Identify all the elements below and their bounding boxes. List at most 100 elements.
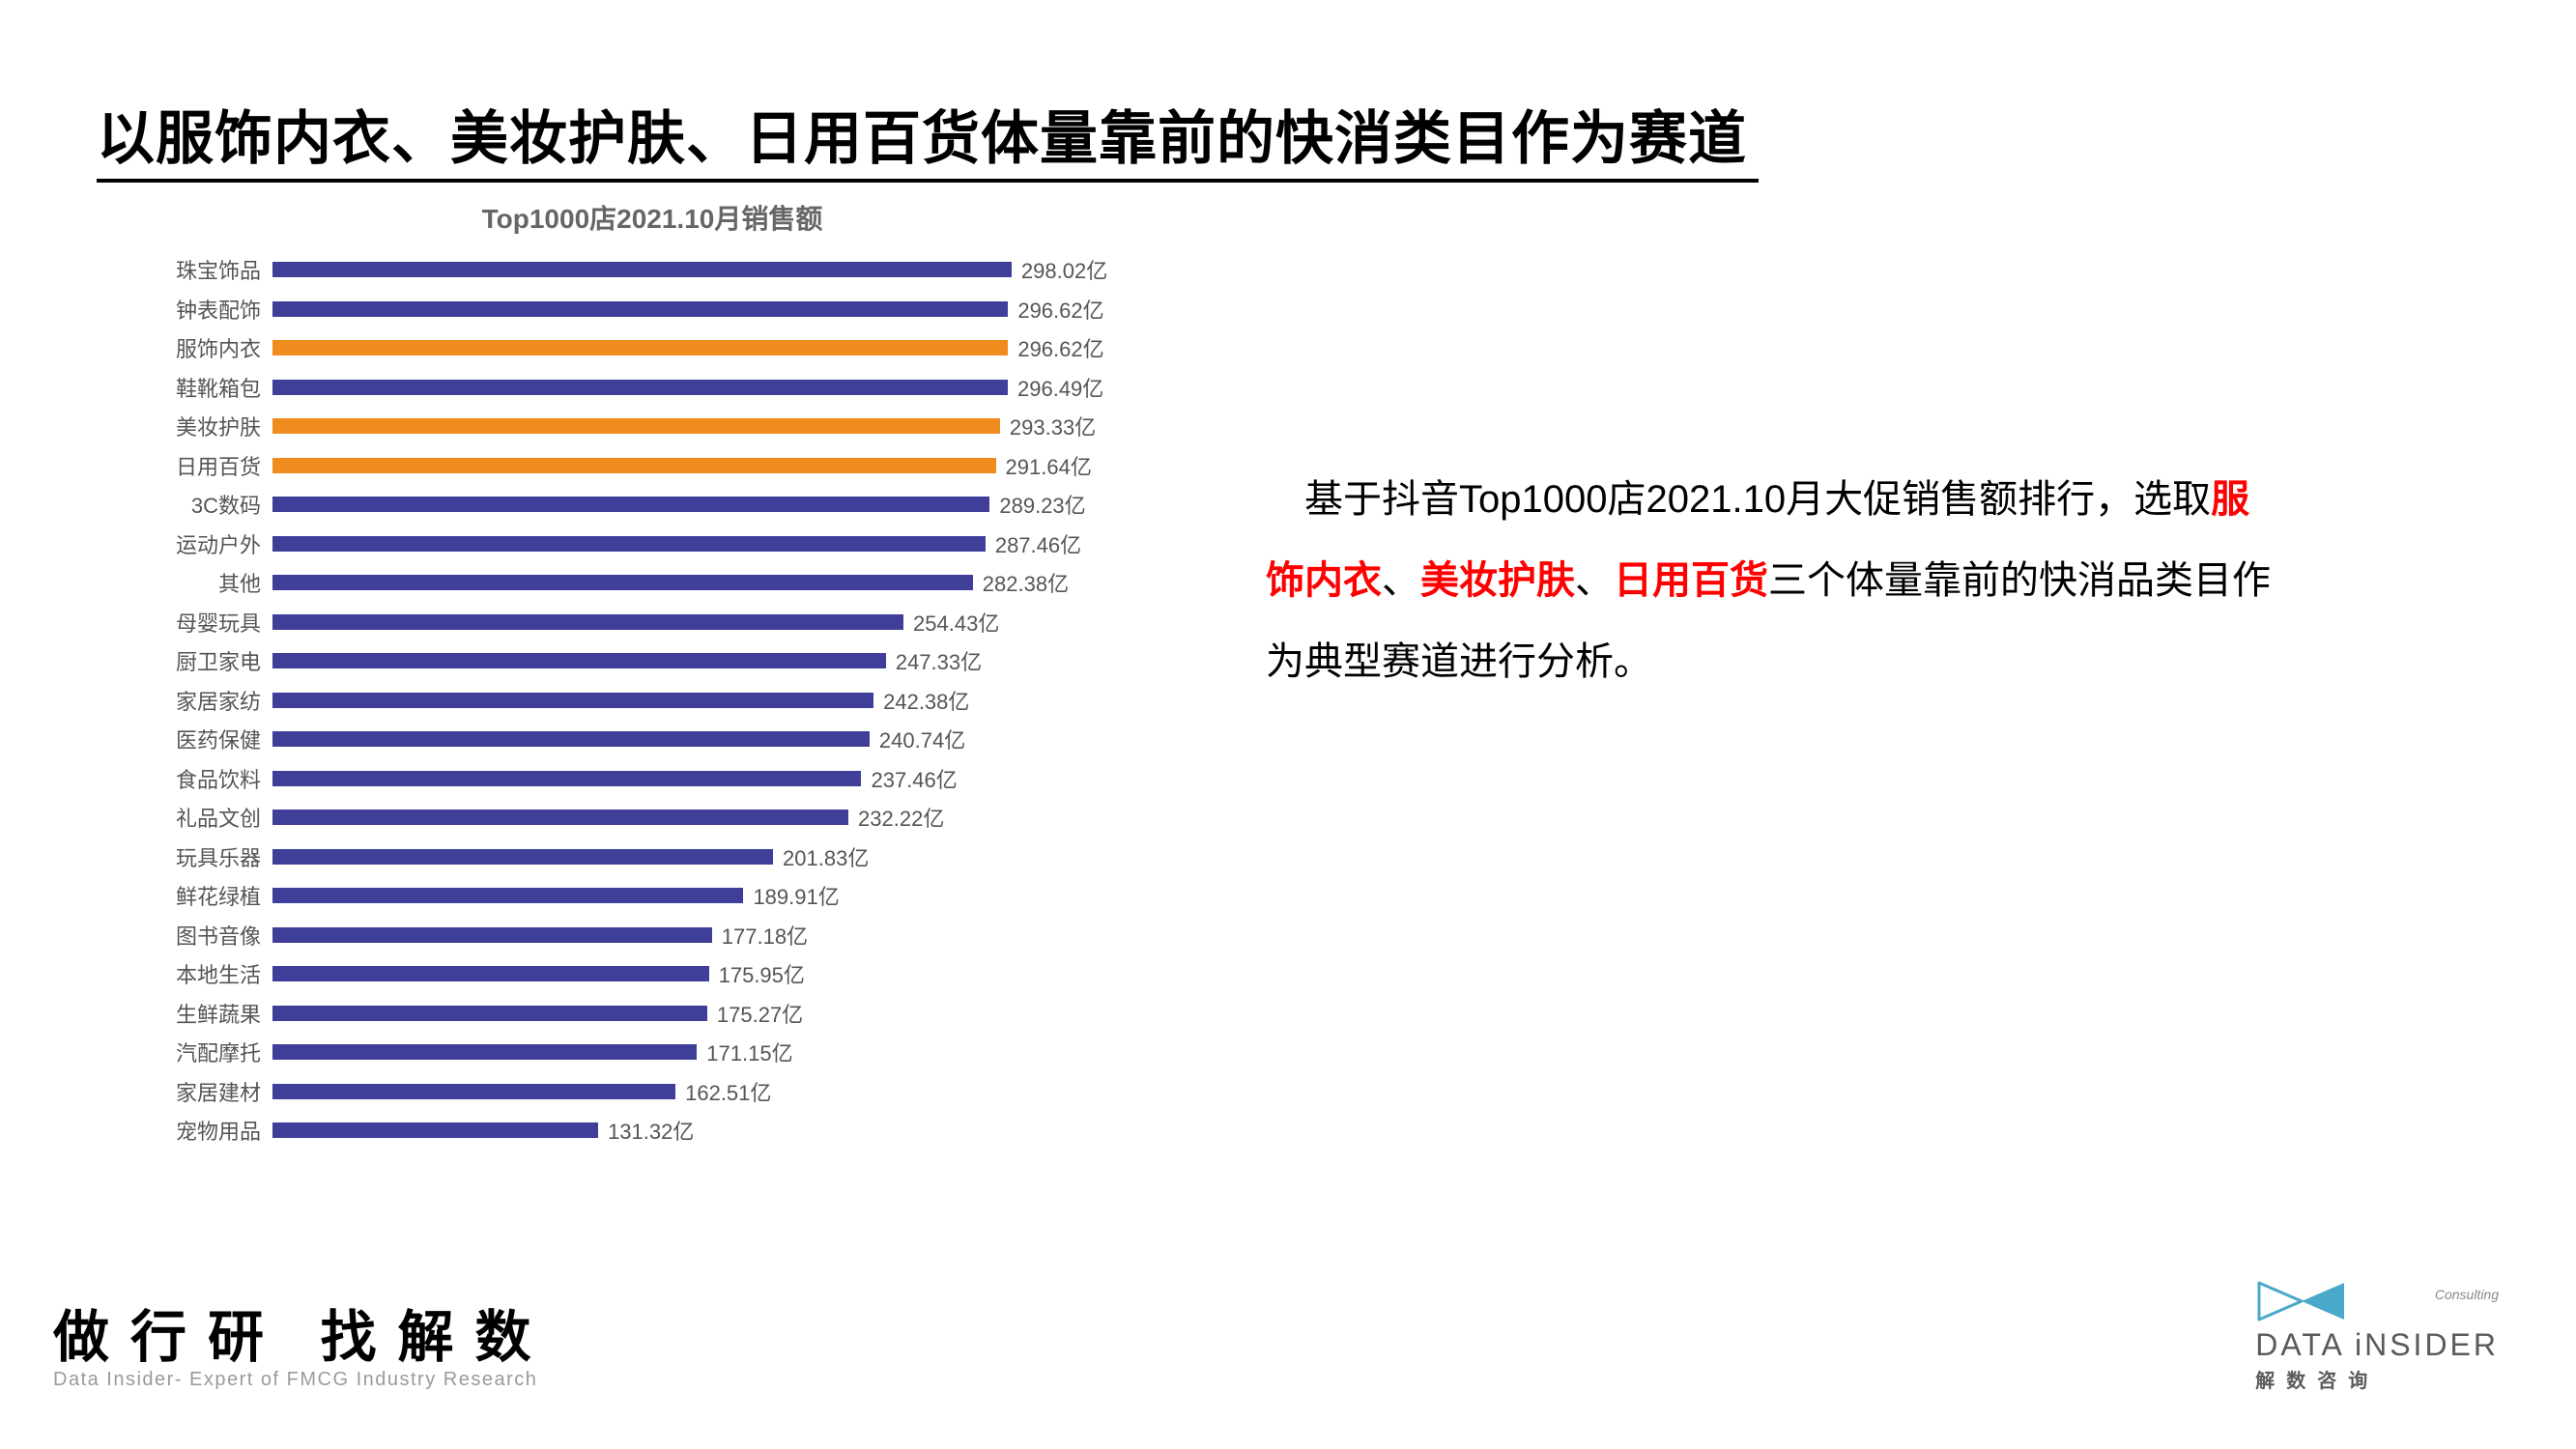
bar-fill [272, 1084, 675, 1099]
bar-category-label: 玩具乐器 [135, 841, 272, 872]
consulting-label: Consulting [2435, 1287, 2499, 1302]
bar-fill [272, 849, 773, 865]
bar-category-label: 珠宝饰品 [135, 254, 272, 285]
bar-value-label: 162.51亿 [675, 1076, 771, 1107]
bar-category-label: 日用百货 [135, 450, 272, 481]
bar-row: 医药保健240.74亿 [135, 720, 1169, 759]
bar-value-label: 289.23亿 [989, 489, 1085, 520]
brand-sub: 解数咨询 [2255, 1365, 2499, 1393]
bar-chart: Top1000店2021.10月销售额 珠宝饰品 298.02亿钟表配饰 296.6… [135, 198, 1169, 1151]
bar-row: 运动户外 287.46亿 [135, 525, 1169, 564]
bar-value-label: 131.32亿 [598, 1115, 694, 1146]
bar-value-label: 254.43亿 [903, 607, 999, 638]
bar-category-label: 家居建材 [135, 1076, 272, 1107]
bar-fill [272, 458, 996, 473]
bowtie-logo-icon [2255, 1277, 2348, 1325]
bar-fill [272, 301, 1008, 317]
bar-value-label: 201.83亿 [773, 841, 869, 872]
bar-category-label: 钟表配饰 [135, 294, 272, 325]
bar-value-label: 296.62亿 [1008, 294, 1103, 325]
bar-row: 服饰内衣 296.62亿 [135, 328, 1169, 368]
bar-row: 珠宝饰品 298.02亿 [135, 250, 1169, 290]
bar-category-label: 母婴玩具 [135, 607, 272, 638]
bar-fill [272, 1006, 707, 1021]
bar-row: 宠物用品 131.32亿 [135, 1111, 1169, 1151]
bar-value-label: 293.33亿 [1000, 411, 1096, 441]
bar-category-label: 宠物用品 [135, 1115, 272, 1146]
bar-category-label: 汽配摩托 [135, 1037, 272, 1067]
bar-value-label: 296.62亿 [1008, 332, 1103, 363]
bar-track [272, 458, 1016, 473]
bar-track [272, 966, 1016, 981]
bar-row: 家居家纺242.38亿 [135, 681, 1169, 721]
highlight-term: 美妆护肤 [1420, 559, 1575, 602]
bar-track [272, 575, 1016, 590]
bar-row: 玩具乐器 201.83亿 [135, 838, 1169, 877]
bar-value-label: 296.49亿 [1008, 372, 1103, 403]
bar-row: 钟表配饰 296.62亿 [135, 290, 1169, 329]
bar-track [272, 262, 1016, 277]
bar-fill [272, 888, 743, 903]
bar-value-label: 247.33亿 [886, 645, 982, 676]
bar-fill [272, 536, 986, 552]
bar-fill [272, 497, 989, 512]
bar-value-label: 291.64亿 [996, 450, 1092, 481]
bar-value-label: 175.95亿 [709, 958, 805, 989]
bar-fill [272, 575, 973, 590]
bar-row: 汽配摩托 171.15亿 [135, 1033, 1169, 1072]
bar-row: 厨卫家电 247.33亿 [135, 641, 1169, 681]
bar-row: 日用百货 291.64亿 [135, 446, 1169, 486]
bar-fill [272, 380, 1008, 395]
bar-category-label: 生鲜蔬果 [135, 998, 272, 1029]
bar-track [272, 497, 1016, 512]
bar-category-label: 厨卫家电 [135, 645, 272, 676]
bar-value-label: 240.74亿 [870, 724, 965, 754]
bar-track [272, 927, 1016, 943]
bar-value-label: 237.46亿 [861, 763, 957, 794]
bar-row: 生鲜蔬果175.27亿 [135, 994, 1169, 1034]
footer-left-branding: 做行研 找解数 Data Insider- Expert of FMCG Ind… [53, 1292, 553, 1391]
bar-row: 其他282.38亿 [135, 563, 1169, 603]
bar-track [272, 1044, 1016, 1060]
bar-row: 母婴玩具 254.43亿 [135, 603, 1169, 642]
bar-track [272, 1084, 1016, 1099]
bar-category-label: 图书音像 [135, 920, 272, 951]
bar-category-label: 运动户外 [135, 528, 272, 559]
bar-track [272, 536, 1016, 552]
bar-fill [272, 614, 903, 630]
bar-fill [272, 771, 861, 786]
bar-category-label: 礼品文创 [135, 802, 272, 833]
bar-row: 礼品文创232.22亿 [135, 798, 1169, 838]
chart-bars-container: 珠宝饰品298.02亿钟表配饰296.62亿服饰内衣296.62亿鞋靴箱包296… [135, 250, 1169, 1151]
bar-value-label: 177.18亿 [712, 920, 808, 951]
bar-row: 图书音像 177.18亿 [135, 916, 1169, 955]
bar-category-label: 3C数码 [135, 489, 272, 520]
bar-track [272, 301, 1016, 317]
bar-category-label: 本地生活 [135, 958, 272, 989]
highlight-term: 日用百货 [1614, 559, 1768, 602]
bar-row: 美妆护肤 293.33亿 [135, 407, 1169, 446]
bar-fill [272, 418, 1000, 434]
chart-title: Top1000店2021.10月销售额 [135, 198, 1169, 237]
bar-fill [272, 262, 1012, 277]
body-text-fragment: 、 [1382, 559, 1420, 602]
bar-category-label: 鲜花绿植 [135, 880, 272, 911]
bar-category-label: 美妆护肤 [135, 411, 272, 441]
bar-fill [272, 693, 873, 708]
bar-fill [272, 731, 870, 747]
bar-fill [272, 653, 886, 668]
bar-track [272, 888, 1016, 903]
bar-fill [272, 927, 712, 943]
bar-value-label: 171.15亿 [697, 1037, 792, 1067]
bar-value-label: 287.46亿 [986, 528, 1081, 559]
bar-value-label: 189.91亿 [743, 880, 839, 911]
bar-row: 本地生活 175.95亿 [135, 954, 1169, 994]
analysis-text: 基于抖音Top1000店2021.10月大促销售额排行，选取服饰内衣、美妆护肤、… [1266, 459, 2280, 702]
bar-fill [272, 1122, 598, 1138]
bar-track [272, 380, 1016, 395]
footer-subtitle: Data Insider- Expert of FMCG Industry Re… [53, 1369, 553, 1391]
bar-value-label: 298.02亿 [1012, 254, 1107, 285]
bar-track [272, 418, 1016, 434]
bar-category-label: 服饰内衣 [135, 332, 272, 363]
bar-fill [272, 340, 1008, 355]
